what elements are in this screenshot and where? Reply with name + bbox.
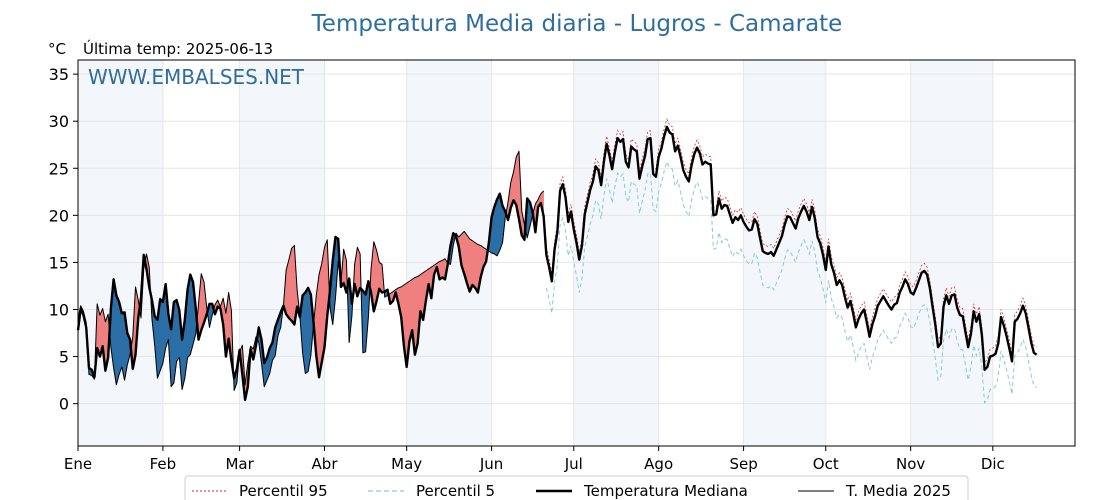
- y-tick-label-3: 15: [49, 253, 69, 272]
- x-tick-label-0: Ene: [64, 455, 92, 473]
- x-tick-label-8: Sep: [729, 455, 757, 473]
- legend-label-current: T. Media 2025: [845, 482, 951, 500]
- y-tick-label-7: 35: [49, 65, 69, 84]
- legend-label-median: Temperatura Mediana: [583, 482, 748, 500]
- x-axis-ticks: Ene Feb Mar Abr May Jun Jul Ago Sep Oct Nov Dic: [64, 446, 1005, 473]
- legend-box: [184, 475, 969, 500]
- x-tick-label-5: Jun: [479, 455, 503, 473]
- anomaly-segment-145: [474, 242, 479, 294]
- watermark: WWW.EMBALSES.NET: [88, 65, 305, 89]
- series-line-t-media-2025: [77, 150, 544, 391]
- x-tick-label-9: Oct: [813, 455, 839, 473]
- x-tick-label-2: Mar: [225, 455, 254, 473]
- x-tick-label-11: Dic: [981, 455, 1005, 473]
- anomaly-segment-30: [159, 298, 164, 371]
- series-line-percentil-5: [545, 160, 1037, 404]
- anomaly-segment-153: [496, 193, 501, 256]
- anomaly-segment-144: [472, 240, 476, 289]
- x-tick-label-3: Abr: [312, 455, 339, 473]
- month-shading: [78, 60, 993, 446]
- legend-label-p5: Percentil 5: [416, 482, 495, 500]
- month-shade-2: [239, 60, 325, 446]
- anomaly-segment-143: [469, 238, 473, 292]
- x-tick-label-6: Jul: [564, 455, 583, 473]
- anomaly-segment-104: [362, 289, 366, 354]
- month-shade-6: [573, 60, 659, 446]
- month-shade-10: [910, 60, 993, 446]
- anomaly-segment-83: [305, 286, 309, 374]
- series-line-percentil-95: [545, 118, 1037, 364]
- anomaly-segment-14: [116, 295, 120, 385]
- x-tick-label-1: Feb: [150, 455, 177, 473]
- plot-frame: [77, 59, 1076, 447]
- x-tick-label-10: Nov: [896, 455, 925, 473]
- chart-title: Temperatura Media diaria - Lugros - Cama…: [311, 11, 843, 37]
- series-lines: [76, 118, 1038, 404]
- y-tick-label-1: 5: [59, 348, 69, 367]
- y-tick-label-6: 30: [49, 112, 69, 131]
- y-tick-label-4: 20: [49, 206, 69, 225]
- month-shade-8: [743, 60, 826, 446]
- x-tick-label-7: Ago: [644, 455, 673, 473]
- y-tick-label-2: 10: [49, 300, 69, 319]
- legend-label-p95: Percentil 95: [239, 482, 328, 500]
- y-tick-label-5: 25: [49, 159, 69, 178]
- y-axis-ticks: 0 5 10 15 20 25 30 35: [49, 65, 78, 414]
- series-line-mediana: [76, 125, 1038, 402]
- anomaly-segment-78: [291, 244, 295, 326]
- month-shade-0: [78, 60, 163, 446]
- unit-label: °C: [48, 40, 66, 58]
- last-temp-label: Última temp: 2025-06-13: [83, 39, 273, 58]
- legend: Percentil 95 Percentil 5 Temperatura Med…: [184, 475, 969, 500]
- y-tick-label-0: 0: [59, 395, 69, 414]
- x-tick-label-4: May: [391, 455, 422, 473]
